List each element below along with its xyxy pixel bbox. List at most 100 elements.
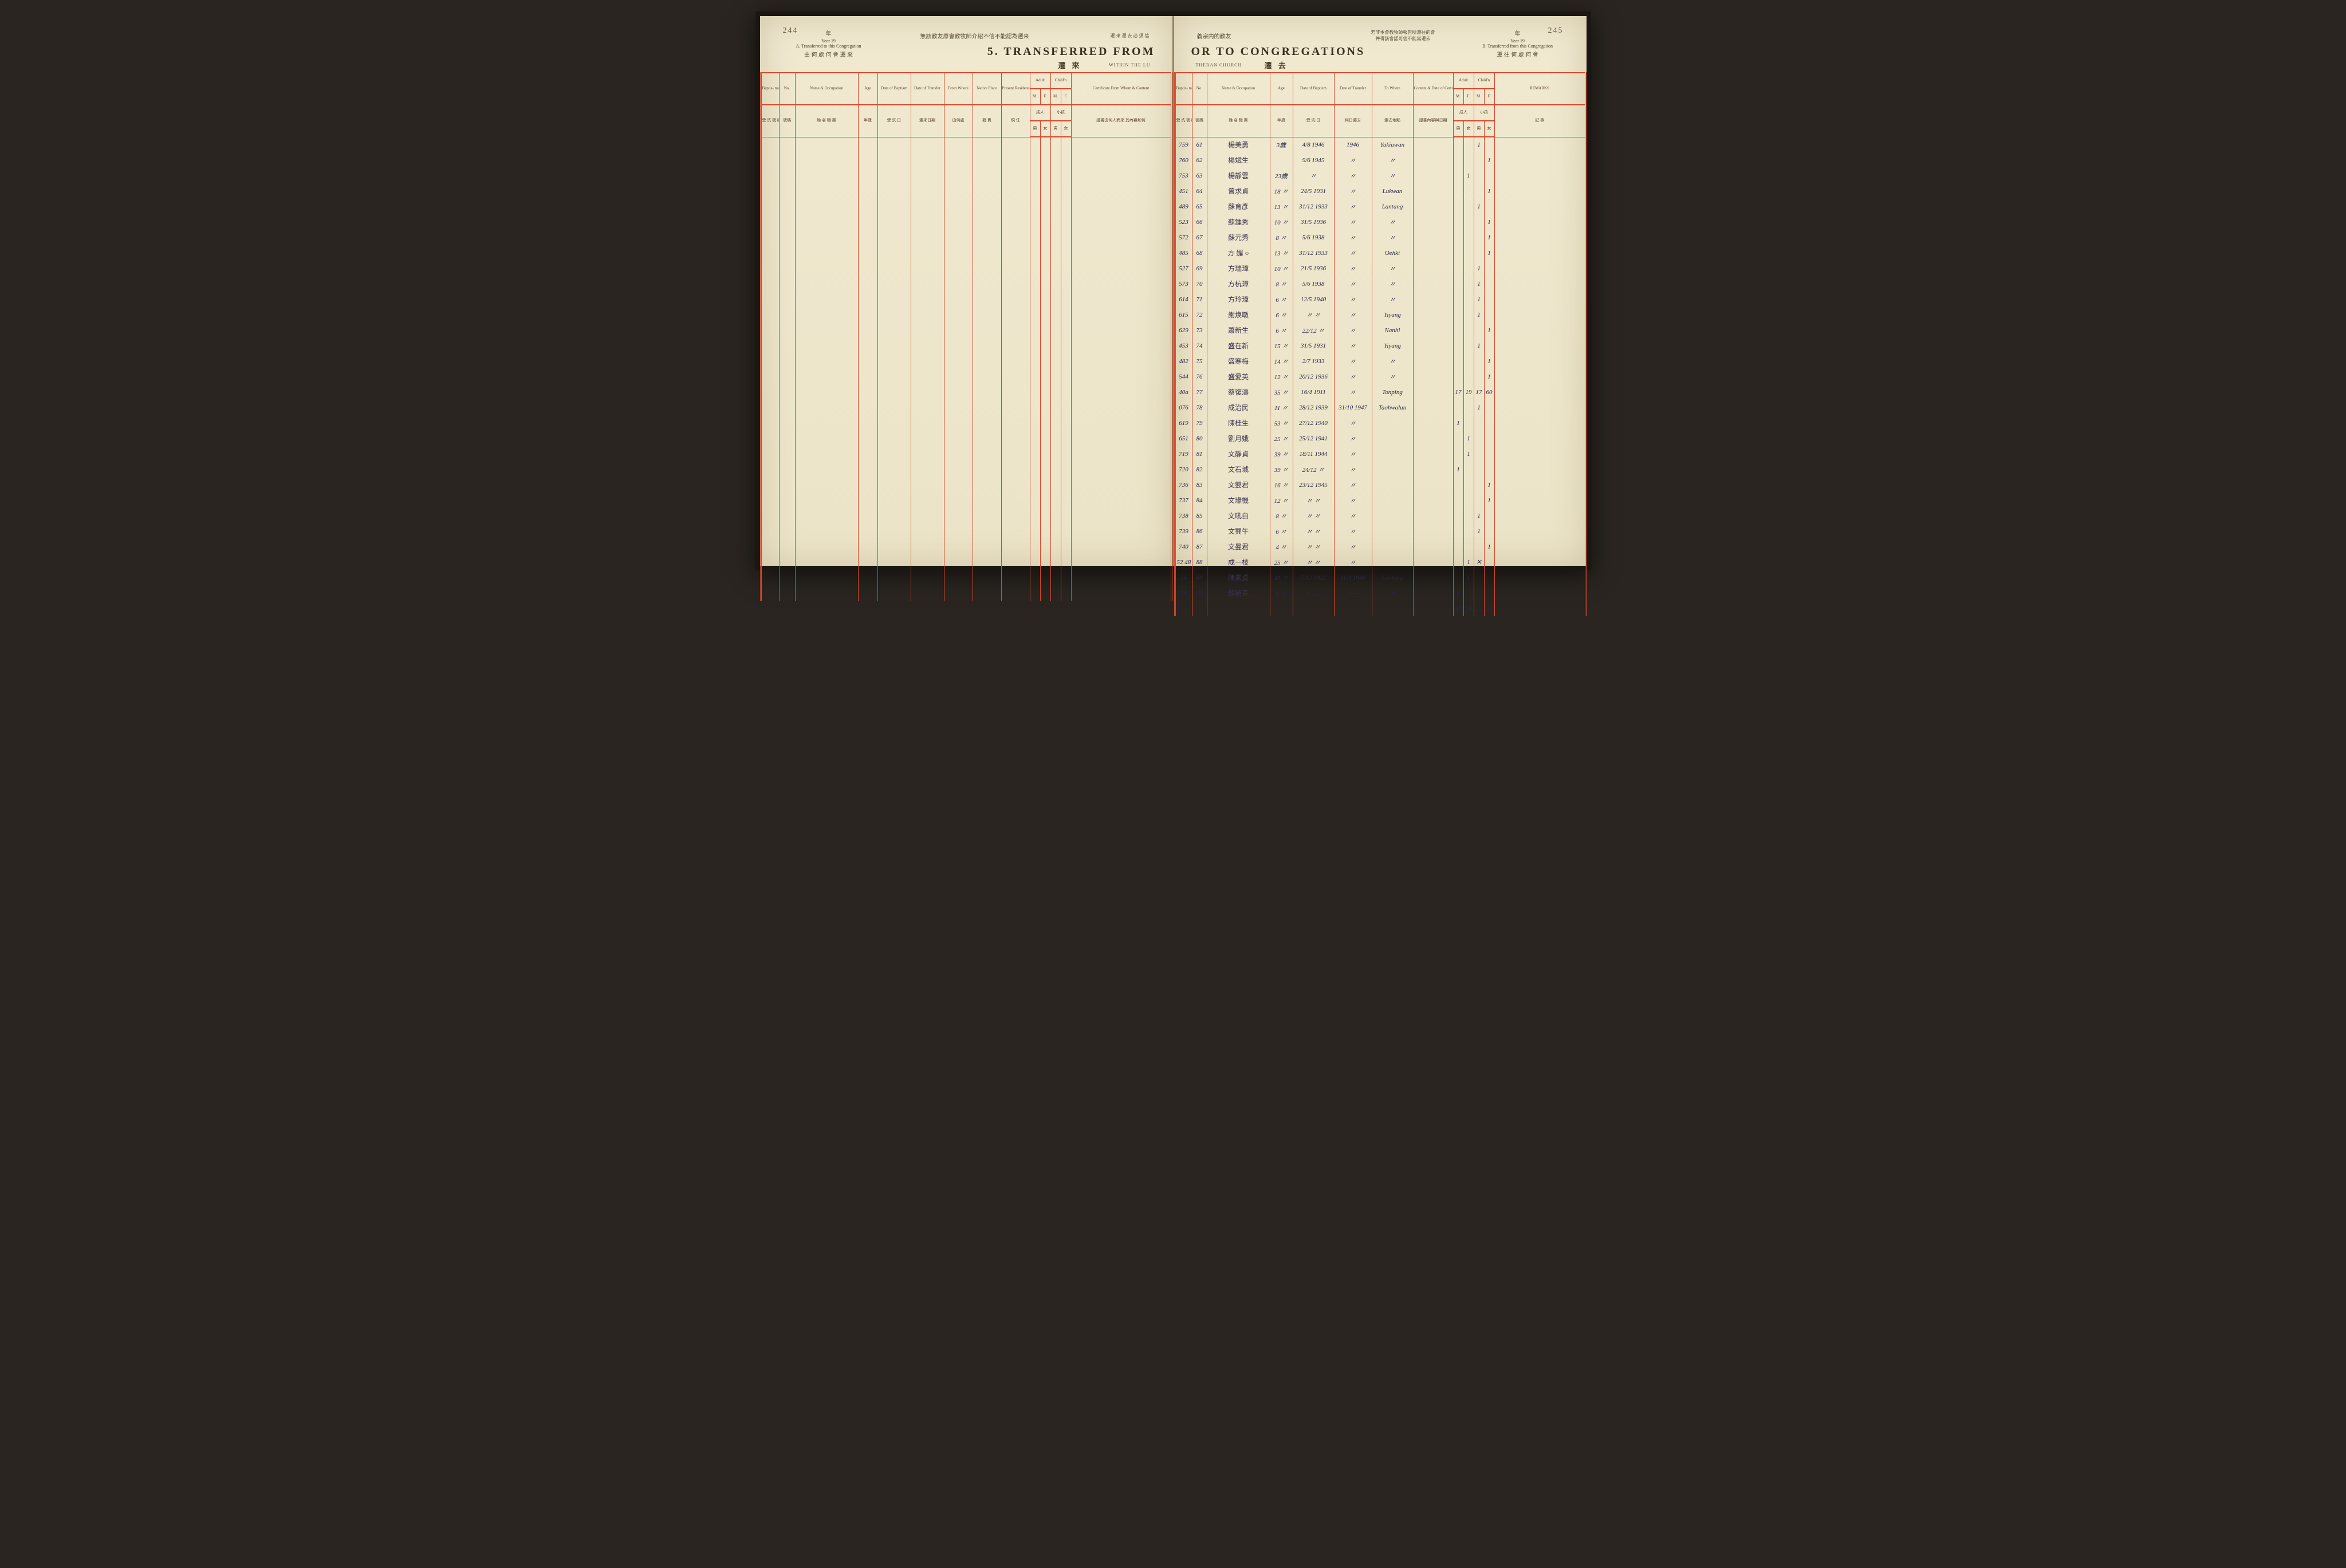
child-m: [1474, 322, 1484, 338]
table-row: 45374盛在新15 〃31/5 1931〃Yiyang1: [1175, 338, 1585, 353]
remarks-cell: [1494, 276, 1585, 291]
child-m: 1: [1474, 261, 1484, 276]
child-f: 1: [1484, 322, 1494, 338]
sub-left: WITHIN THE LU: [1082, 62, 1155, 68]
adult-m: [1453, 307, 1463, 322]
cert-cell: [1413, 152, 1453, 168]
table-row: [761, 168, 1171, 183]
title-right: OR TO CONGREGATIONS: [1191, 45, 1365, 58]
baptismal-no: 36: [1175, 585, 1192, 601]
child-f: 1: [1484, 539, 1494, 554]
baptism-date: 24/12 〃: [1293, 462, 1334, 477]
row-no: 69: [1192, 261, 1207, 276]
table-row: [761, 431, 1171, 446]
baptism-date: 7/12 1922: [1293, 570, 1334, 585]
baptism-date: 4/8 1946: [1293, 137, 1334, 152]
remarks-cell: [1494, 230, 1585, 245]
age-cell: 4 〃: [1270, 539, 1293, 554]
row-no: 72: [1192, 307, 1207, 322]
name-cell: 成治民: [1207, 400, 1270, 415]
baptismal-no: 740: [1175, 539, 1192, 554]
name-cell: 蘇元秀: [1207, 230, 1270, 245]
child-f: 1: [1484, 245, 1494, 261]
right-header: 義宗内的教友 若非本會教牧師報告所遷往的會 并得該會認可信不能寫遷去 年 Yea…: [1174, 16, 1587, 72]
table-row: 3690蘇紹克47〃〃 ————〃1: [1175, 585, 1585, 601]
col-from: From Where: [944, 73, 973, 105]
cert-cell: [1413, 369, 1453, 384]
adult-f: [1463, 477, 1474, 493]
to-where: 〃: [1372, 261, 1413, 276]
table-row: 52366蘇鍾秀10 〃31/5 1936〃〃1: [1175, 214, 1585, 230]
table-row: [761, 230, 1171, 245]
adult-f: [1463, 214, 1474, 230]
adult-f: [1463, 261, 1474, 276]
baptism-date: 20/12 1936: [1293, 369, 1334, 384]
baptismal-no: 40a: [1175, 384, 1192, 400]
adult-m: [1453, 353, 1463, 369]
to-where: Nanhi: [1372, 322, 1413, 338]
adult-f: [1463, 322, 1474, 338]
cert-cell: [1413, 477, 1453, 493]
title-left: 5. TRANSFERRED FROM: [987, 45, 1155, 58]
table-row: [761, 508, 1171, 523]
to-where: [1372, 446, 1413, 462]
age-cell: 23歲: [1270, 168, 1293, 183]
child-m: [1474, 353, 1484, 369]
row-no: 75: [1192, 353, 1207, 369]
cert-cell: [1413, 230, 1453, 245]
child-m: [1474, 431, 1484, 446]
col-dtrans-r: Date of Transfer: [1334, 73, 1372, 105]
to-where: Lantang: [1372, 199, 1413, 214]
row-no: 74: [1192, 338, 1207, 353]
baptismal-no: 489: [1175, 199, 1192, 214]
child-m: 1: [1474, 523, 1484, 539]
child-m: [1474, 415, 1484, 431]
to-where: 〃: [1372, 214, 1413, 230]
adult-f: 1: [1463, 554, 1474, 570]
row-no: 90: [1192, 585, 1207, 601]
name-cell: 文曼君: [1207, 539, 1270, 554]
adult-m: [1453, 570, 1463, 585]
cert-cell: [1413, 585, 1453, 601]
table-row: [761, 291, 1171, 307]
age-cell: 39 〃: [1270, 446, 1293, 462]
child-f: 1: [1484, 477, 1494, 493]
row-no: 81: [1192, 446, 1207, 462]
child-m: [1474, 570, 1484, 585]
table-row: [761, 152, 1171, 168]
col-child: Child'n: [1050, 73, 1071, 89]
baptismal-no: 451: [1175, 183, 1192, 199]
age-cell: 6 〃: [1270, 322, 1293, 338]
child-m: 1: [1474, 276, 1484, 291]
table-row: 61979陳桂生53 〃27/12 1940〃1: [1175, 415, 1585, 431]
baptism-date: 24/5 1931: [1293, 183, 1334, 199]
adult-m: 1: [1453, 462, 1463, 477]
remarks-cell: [1494, 291, 1585, 307]
cert-cell: [1413, 183, 1453, 199]
baptismal-no: 52 48: [1175, 554, 1192, 570]
to-where: Yukiawan: [1372, 137, 1413, 152]
col-native: Native Place: [973, 73, 1001, 105]
remarks-cell: [1494, 307, 1585, 322]
to-where: [1372, 554, 1413, 570]
age-cell: 16 〃: [1270, 477, 1293, 493]
row-no: 67: [1192, 230, 1207, 245]
table-row: 61572謝煥暾6 〃〃 〃〃Yiyang1: [1175, 307, 1585, 322]
transfer-date: 〃: [1334, 369, 1372, 384]
baptism-date: 〃 〃: [1293, 554, 1334, 570]
to-where: [1372, 508, 1413, 523]
cert-cell: [1413, 462, 1453, 477]
remarks-cell: [1494, 462, 1585, 477]
table-row: [761, 384, 1171, 400]
adult-f: [1463, 183, 1474, 199]
child-m: [1474, 183, 1484, 199]
baptismal-no: 619: [1175, 415, 1192, 431]
adult-m: [1453, 214, 1463, 230]
table-row: 71981文靜貞39 〃18/11 1944〃1: [1175, 446, 1585, 462]
adult-f: [1463, 291, 1474, 307]
adult-f: [1463, 508, 1474, 523]
baptismal-no: 759: [1175, 137, 1192, 152]
col-age: Age: [858, 73, 877, 105]
adult-m: [1453, 199, 1463, 214]
remarks-cell: [1494, 554, 1585, 570]
